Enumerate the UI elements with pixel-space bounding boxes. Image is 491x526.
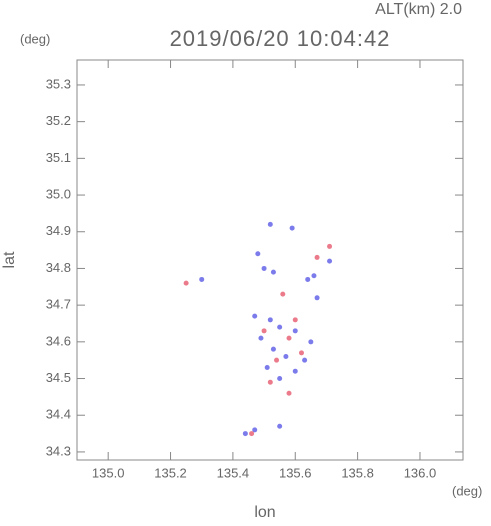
echo-point [252, 427, 258, 433]
plot-frame [76, 59, 464, 461]
echo-point [292, 317, 298, 323]
y-tick-label: 35.2 [46, 113, 71, 128]
echo-point [252, 313, 258, 319]
echo-point [277, 324, 283, 330]
y-tick-label: 34.4 [46, 407, 71, 422]
x-tick-label: 136.0 [404, 465, 437, 480]
echo-point [311, 273, 317, 279]
echo-point [274, 357, 280, 363]
echo-point [255, 251, 261, 257]
chart-title: 2019/06/20 10:04:42 [170, 26, 391, 51]
echo-point [298, 350, 304, 356]
x-tick-label: 135.2 [154, 465, 187, 480]
y-tick-label: 35.0 [46, 186, 71, 201]
echo-point [258, 335, 264, 341]
echo-point [314, 254, 320, 260]
echo-point [305, 276, 311, 282]
echo-point [292, 328, 298, 334]
echo-point [267, 379, 273, 385]
echo-point [199, 276, 205, 282]
x-tick-label: 135.4 [217, 465, 250, 480]
echo-point [267, 317, 273, 323]
echo-point [292, 368, 298, 374]
echo-point [289, 225, 295, 231]
y-tick-label: 34.9 [46, 223, 71, 238]
echo-point [277, 423, 283, 429]
y-tick-label: 34.6 [46, 333, 71, 348]
y-tick-label: 34.8 [46, 260, 71, 275]
echo-point [308, 339, 314, 345]
y-tick-label: 34.3 [46, 443, 71, 458]
echo-point [267, 221, 273, 227]
echo-point [270, 269, 276, 275]
x-tick-label: 135.8 [341, 465, 374, 480]
echo-point [327, 258, 333, 264]
y-axis-label: lat [1, 251, 18, 268]
echo-point [261, 265, 267, 271]
echo-point [183, 280, 189, 286]
echo-point [277, 376, 283, 382]
echo-point [286, 390, 292, 396]
echo-point [314, 295, 320, 301]
echo-point [270, 346, 276, 352]
y-tick-label: 35.1 [46, 150, 71, 165]
echo-point [283, 354, 289, 360]
echo-point [302, 357, 308, 363]
echo-point [264, 365, 270, 371]
x-unit: (deg) [452, 483, 482, 498]
altitude-label: ALT(km) 2.0 [375, 1, 462, 18]
y-tick-label: 35.3 [46, 76, 71, 91]
echo-point [286, 335, 292, 341]
x-tick-label: 135.0 [92, 465, 125, 480]
echo-point [249, 431, 255, 437]
y-tick-label: 34.5 [46, 370, 71, 385]
echo-point [327, 243, 333, 249]
x-tick-label: 135.6 [279, 465, 312, 480]
echo-point [242, 431, 248, 437]
y-tick-label: 34.7 [46, 297, 71, 312]
y-unit: (deg) [20, 31, 50, 46]
echo-point [261, 328, 267, 334]
x-axis-label: lon [254, 504, 275, 521]
echo-point [280, 291, 286, 297]
